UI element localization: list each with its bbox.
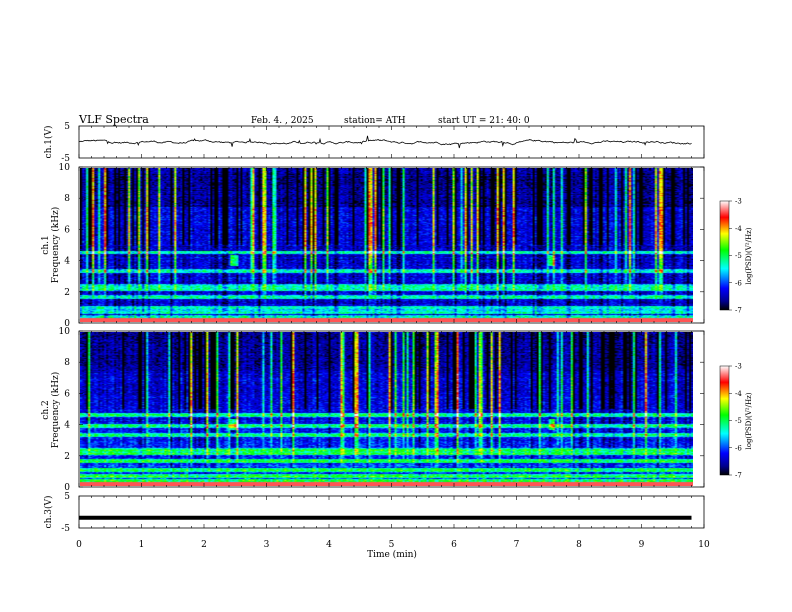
frequency-tick-label: 8 — [64, 358, 70, 368]
colorbar-tick-label: -4 — [735, 390, 742, 398]
time-tick-label: 6 — [451, 540, 457, 550]
frequency-tick-label: 0 — [64, 319, 70, 329]
ch1-ytick-bottom: -5 — [61, 154, 70, 164]
colorbar-tick-label: -7 — [735, 307, 742, 315]
time-tick-label: 5 — [389, 540, 395, 550]
time-axis-label: Time (min) — [367, 549, 417, 560]
time-tick-label: 8 — [576, 540, 582, 550]
ch1-spectrogram-image — [80, 168, 693, 322]
ch1-ytick-top: 5 — [64, 122, 70, 132]
time-tick-label: 10 — [698, 540, 710, 550]
time-tick-label: 9 — [639, 540, 645, 550]
ch3-waveform-ticks — [78, 496, 705, 528]
ch1-frequency-tick-labels: 0 2 4 6 8 10 — [59, 163, 704, 329]
header-date: Feb. 4. , 2025 — [251, 116, 314, 126]
ch2-colorbar — [719, 365, 730, 476]
frequency-tick-label: 4 — [64, 421, 70, 431]
ch1-waveform-ticks — [78, 126, 705, 158]
colorbar-tick-label: -3 — [735, 198, 742, 206]
ch2-frequency-label: Frequency (kHz) — [50, 372, 61, 449]
colorbar-tick-label: -4 — [735, 225, 742, 233]
frequency-tick-label: 8 — [64, 194, 70, 204]
frequency-tick-label: 2 — [64, 288, 70, 298]
ch1-frequency-label: Frequency (kHz) — [50, 207, 61, 284]
ch1-waveform-ylabel: ch.1(V) — [43, 126, 54, 159]
colorbar-tick-label: -5 — [735, 417, 742, 425]
ch1-waveform-line — [78, 135, 692, 149]
ch2-colorbar-ticks: -3 -4 -5 -6 -7 — [729, 363, 742, 480]
ch2-spectrogram-ticks — [78, 331, 705, 487]
ch2-spectrogram-gap — [693, 332, 703, 486]
colorbar-tick-label: -6 — [735, 279, 742, 287]
time-tick-label: 1 — [139, 540, 145, 550]
colorbar-tick-label: -3 — [735, 363, 742, 371]
colorbar-tick-label: -5 — [735, 252, 742, 260]
frequency-tick-label: 0 — [64, 483, 70, 493]
time-axis-tick-labels: 0 1 2 3 4 5 6 7 8 9 10 — [76, 540, 710, 550]
colorbar-tick-label: -7 — [735, 472, 742, 480]
ch1-colorbar — [719, 200, 730, 311]
ch2-spectrogram-image — [80, 332, 693, 486]
header-station: station= ATH — [344, 116, 406, 126]
ch1-spectrogram-ticks — [78, 167, 705, 323]
frequency-tick-label: 10 — [59, 163, 71, 173]
time-tick-label: 4 — [326, 540, 332, 550]
ch2-colorbar-label: log(PSD)(V²/Hz) — [745, 392, 753, 449]
ch1-colorbar-ticks: -3 -4 -5 -6 -7 — [729, 198, 742, 315]
frequency-tick-label: 6 — [64, 389, 70, 399]
time-tick-label: 2 — [201, 540, 207, 550]
colorbar-tick-label: -6 — [735, 444, 742, 452]
frequency-tick-label: 2 — [64, 452, 70, 462]
ch1-waveform-panel: 5 -5 ch.1(V) — [43, 122, 705, 164]
ch2-frequency-tick-labels: 0 2 4 6 8 10 — [59, 327, 704, 493]
time-tick-label: 3 — [264, 540, 270, 550]
time-tick-label: 7 — [514, 540, 520, 550]
frequency-tick-label: 6 — [64, 225, 70, 235]
frequency-tick-label: 10 — [59, 327, 71, 337]
ch3-ytick-bottom: -5 — [61, 524, 70, 534]
ch2-channel-label: ch.2 — [41, 400, 51, 419]
ch3-waveform-panel: 5 -5 ch.3(V) — [43, 492, 705, 534]
ch1-spectrogram-gap — [693, 168, 703, 322]
ch1-colorbar-label: log(PSD)(V²/Hz) — [745, 227, 753, 284]
header-start-ut: start UT = 21: 40: 0 — [438, 116, 530, 126]
ch3-waveform-ylabel: ch.3(V) — [43, 496, 54, 529]
ch3-waveform-frame — [78, 495, 705, 529]
figure-title: VLF Spectra — [78, 113, 149, 126]
ch3-ytick-top: 5 — [64, 492, 70, 502]
time-tick-label: 0 — [76, 540, 82, 550]
ch1-channel-label: ch.1 — [41, 235, 51, 254]
frequency-tick-label: 4 — [64, 257, 70, 267]
